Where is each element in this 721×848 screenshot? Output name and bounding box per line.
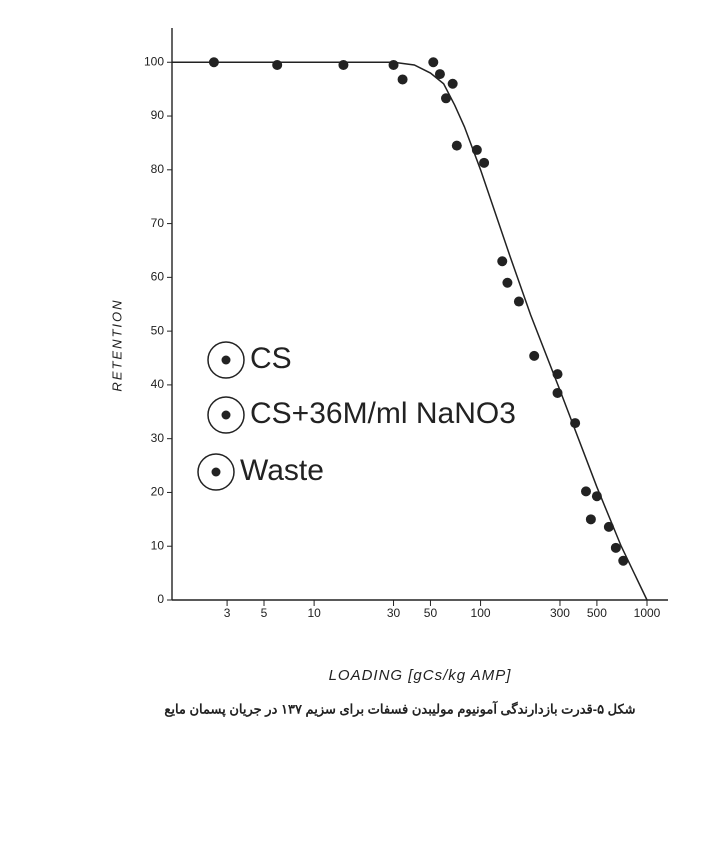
x-tick-label: 5 — [261, 606, 268, 620]
y-tick-label: 100 — [144, 54, 164, 68]
data-point — [585, 514, 596, 525]
x-tick-label: 30 — [387, 606, 401, 620]
legend-marker-ring — [207, 396, 245, 434]
y-tick-label: 50 — [151, 323, 165, 337]
x-tick-label: 3 — [224, 606, 231, 620]
legend-marker-ring — [207, 341, 245, 379]
legend-marker-dot — [221, 355, 231, 365]
data-point — [529, 350, 540, 361]
data-point — [513, 296, 524, 307]
x-tick-label: 1000 — [634, 606, 661, 620]
data-point — [479, 157, 490, 168]
x-tick-label: 300 — [550, 606, 570, 620]
x-tick-label: 100 — [471, 606, 491, 620]
caption: شکل ۵-قدرت بازدارندگی آمونیوم مولیبدن فس… — [164, 700, 635, 717]
data-point — [272, 59, 283, 70]
legend-marker-dot — [221, 410, 231, 420]
y-tick-label: 40 — [151, 377, 165, 391]
y-tick-label: 10 — [151, 538, 165, 552]
data-point — [397, 74, 408, 85]
legend-marker-ring — [197, 453, 235, 491]
x-tick-label: 500 — [587, 606, 607, 620]
data-point — [580, 486, 591, 497]
data-point — [428, 57, 439, 68]
y-tick-label: 90 — [151, 108, 165, 122]
data-point — [447, 78, 458, 89]
data-point — [570, 418, 581, 429]
data-point — [338, 59, 349, 70]
data-point — [434, 69, 445, 80]
legend-label: CS — [250, 342, 292, 375]
x-tick-label: 50 — [424, 606, 438, 620]
legend-marker-dot — [211, 467, 221, 477]
y-tick-label: 70 — [151, 216, 165, 230]
y-axis-label: RETENTION — [109, 298, 124, 391]
fit-curve — [172, 61, 648, 601]
y-tick-label: 20 — [151, 485, 165, 499]
data-point — [497, 256, 508, 267]
data-point — [603, 521, 614, 532]
y-tick-label: 60 — [151, 270, 165, 284]
data-point — [388, 59, 399, 70]
x-axis-label: LOADING [gCs/kg AMP] — [329, 667, 512, 684]
data-point — [451, 140, 462, 151]
x-tick-label: 10 — [307, 606, 321, 620]
legend-label: CS+36M/ml NaNO3 — [250, 397, 516, 430]
y-tick-label: 80 — [151, 162, 165, 176]
y-tick-label: 30 — [151, 431, 165, 445]
y-tick-label: 0 — [157, 592, 164, 606]
data-point — [441, 93, 452, 104]
data-point — [618, 555, 629, 566]
data-point — [502, 277, 513, 288]
legend-label: Waste — [240, 454, 324, 487]
data-point — [610, 542, 621, 553]
